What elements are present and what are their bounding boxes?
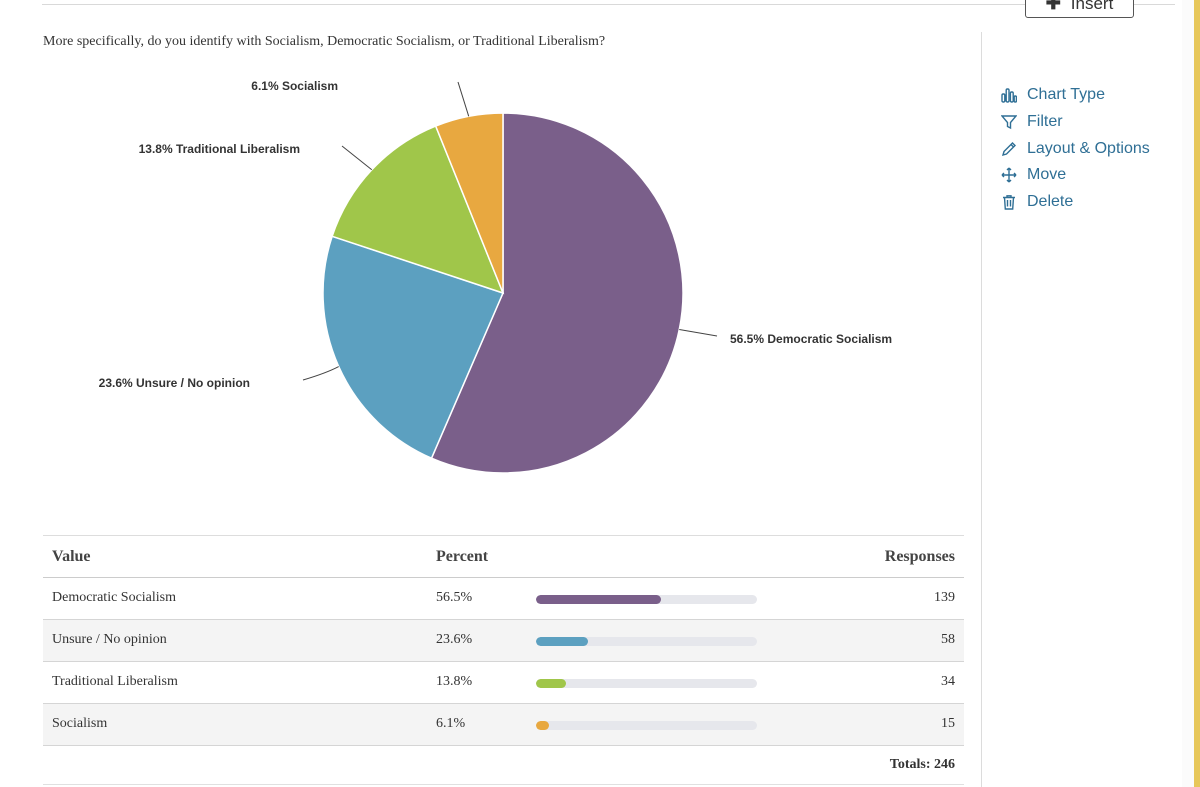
percent-header: Percent (436, 548, 489, 565)
chart-type-button[interactable]: Chart Type (1001, 82, 1150, 109)
leader-line (679, 329, 718, 337)
plus-icon: ✚ (1045, 0, 1061, 13)
sidebar-divider (981, 32, 982, 787)
totals-text: Totals: 246 (889, 757, 955, 772)
leader-line (302, 366, 339, 381)
table-row: Traditional Liberalism 13.8% 34 (43, 662, 964, 704)
table-row: Unsure / No opinion 23.6% 58 (43, 620, 964, 662)
slice-label: 6.1% Socialism (251, 79, 338, 93)
slice-label: 56.5% Democratic Socialism (730, 332, 892, 346)
row-value: Unsure / No opinion (52, 632, 167, 647)
row-value: Socialism (52, 716, 108, 731)
row-percent: 23.6% (436, 632, 473, 647)
move-icon (1001, 167, 1017, 183)
percent-bar-fill (536, 637, 589, 646)
top-divider (42, 4, 1175, 5)
delete-label: Delete (1027, 193, 1074, 211)
percent-bar-fill (536, 679, 567, 688)
pencil-icon (1001, 141, 1016, 156)
percent-bar-fill (536, 721, 550, 730)
table-header: Value Percent Responses (43, 535, 964, 578)
side-menu: Chart Type Filter Layout & Options Move … (1001, 82, 1150, 215)
filter-button[interactable]: Filter (1001, 109, 1150, 136)
filter-icon (1001, 115, 1017, 130)
trash-icon (1003, 195, 1015, 210)
pie-chart: 56.5% Democratic Socialism 23.6% Unsure /… (99, 79, 892, 474)
value-header: Value (52, 548, 91, 565)
chart-type-label: Chart Type (1027, 86, 1105, 104)
table-row: Socialism 6.1% 15 (43, 704, 964, 746)
percent-bar (536, 637, 757, 646)
row-responses: 34 (941, 674, 955, 689)
row-responses: 15 (941, 716, 955, 731)
delete-button[interactable]: Delete (1001, 189, 1150, 216)
layout-options-button[interactable]: Layout & Options (1001, 135, 1150, 162)
row-value: Traditional Liberalism (52, 674, 178, 689)
filter-label: Filter (1027, 113, 1063, 131)
window-border (1194, 0, 1200, 787)
row-percent: 13.8% (436, 674, 473, 689)
chart-type-icon (1001, 88, 1017, 104)
leader-line (341, 145, 373, 171)
row-responses: 58 (941, 632, 955, 647)
pie-slice-democratic-socialism[interactable] (430, 112, 684, 474)
percent-bar (536, 679, 757, 688)
insert-label: Insert (1070, 0, 1114, 13)
slice-label: 13.8% Traditional Liberalism (139, 142, 300, 156)
pie-slice-traditional-liberalism[interactable] (331, 125, 505, 295)
window-edge (1182, 0, 1194, 787)
row-percent: 56.5% (436, 590, 473, 605)
percent-bar-fill (536, 595, 661, 604)
row-value: Democratic Socialism (52, 590, 177, 605)
pie-slice-socialism[interactable] (434, 112, 504, 294)
insert-button[interactable]: ✚ Insert (1025, 0, 1134, 18)
row-responses: 139 (934, 590, 955, 605)
leader-line (457, 81, 470, 117)
percent-bar (536, 595, 757, 604)
totals-row: Totals: 246 (43, 746, 964, 785)
slice-label: 23.6% Unsure / No opinion (99, 376, 250, 390)
responses-header: Responses (884, 548, 955, 565)
table-row: Democratic Socialism 56.5% 139 (43, 578, 964, 620)
row-percent: 6.1% (436, 716, 466, 731)
move-button[interactable]: Move (1001, 162, 1150, 189)
percent-bar (536, 721, 757, 730)
layout-options-label: Layout & Options (1027, 139, 1150, 157)
question-text: More specifically, do you identify with … (43, 34, 606, 49)
results-table: Value Percent Responses Democratic Socia… (43, 535, 964, 785)
move-label: Move (1027, 166, 1067, 184)
